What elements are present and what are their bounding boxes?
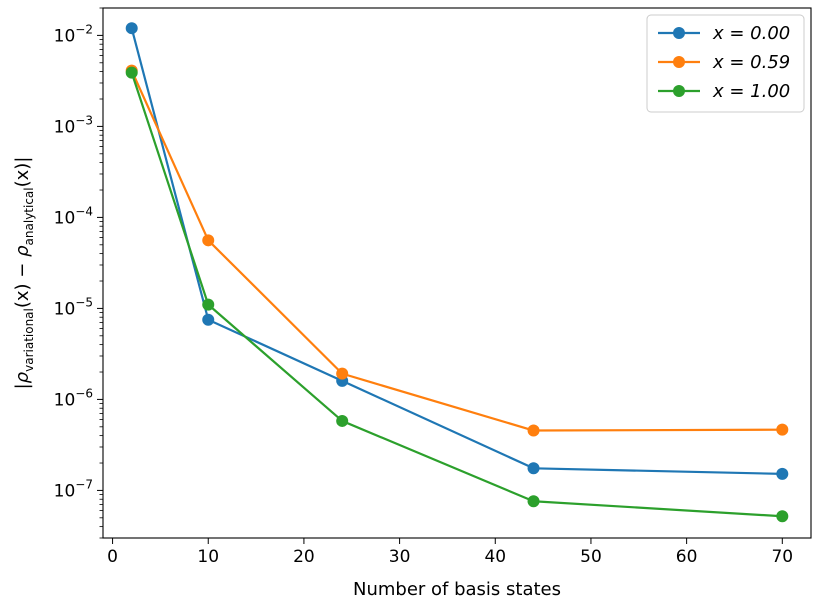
legend-label: x = 0.00 — [712, 23, 790, 44]
legend-label: x = 1.00 — [712, 81, 790, 102]
x-tick-label: 30 — [389, 547, 411, 567]
y-axis: 10−2 10−3 10−4 10−5 10−6 10−7 — [54, 7, 103, 539]
legend-marker — [673, 56, 685, 68]
legend: x = 0.00 x = 0.59 x = 1.00 — [646, 14, 805, 113]
y-tick-label: 10−2 — [54, 22, 93, 46]
data-point — [336, 414, 349, 427]
y-tick-label: 10−7 — [54, 477, 93, 501]
data-point — [776, 423, 789, 436]
series-layer — [125, 22, 789, 523]
y-tick-label: 10−3 — [54, 113, 93, 137]
legend-entry: x = 1.00 — [658, 81, 790, 102]
x-tick-label: 70 — [771, 547, 793, 567]
legend-marker — [673, 27, 685, 39]
legend-box — [646, 14, 805, 113]
data-point — [202, 234, 215, 247]
x-tick-label: 0 — [107, 547, 118, 567]
data-point — [776, 510, 789, 523]
legend-label: x = 0.59 — [712, 52, 790, 73]
plot-frame — [102, 7, 812, 539]
series-0 — [125, 22, 789, 480]
data-point — [202, 298, 215, 311]
y-axis-label: |ρvariational(x) − ρanalytical(x)| — [12, 157, 36, 390]
data-point — [527, 424, 540, 437]
y-tick-label: 10−4 — [54, 204, 93, 228]
x-tick-label: 60 — [676, 547, 698, 567]
x-tick-label: 20 — [293, 547, 315, 567]
x-axis: 0 10 20 30 40 50 60 70 — [107, 538, 793, 567]
legend-marker — [673, 85, 685, 97]
x-tick-label: 40 — [484, 547, 506, 567]
legend-entry: x = 0.00 — [658, 23, 790, 44]
data-point — [776, 467, 789, 480]
data-point — [202, 313, 215, 326]
data-point — [336, 367, 349, 380]
data-point — [527, 495, 540, 508]
y-tick-label: 10−5 — [54, 295, 93, 319]
data-point — [125, 66, 138, 79]
x-tick-label: 50 — [580, 547, 602, 567]
x-axis-label: Number of basis states — [353, 579, 561, 600]
data-point — [125, 22, 138, 35]
data-point — [527, 462, 540, 475]
legend-entry: x = 0.59 — [658, 52, 790, 73]
x-tick-label: 10 — [197, 547, 219, 567]
series-2 — [125, 66, 789, 523]
y-tick-label: 10−6 — [54, 386, 93, 410]
